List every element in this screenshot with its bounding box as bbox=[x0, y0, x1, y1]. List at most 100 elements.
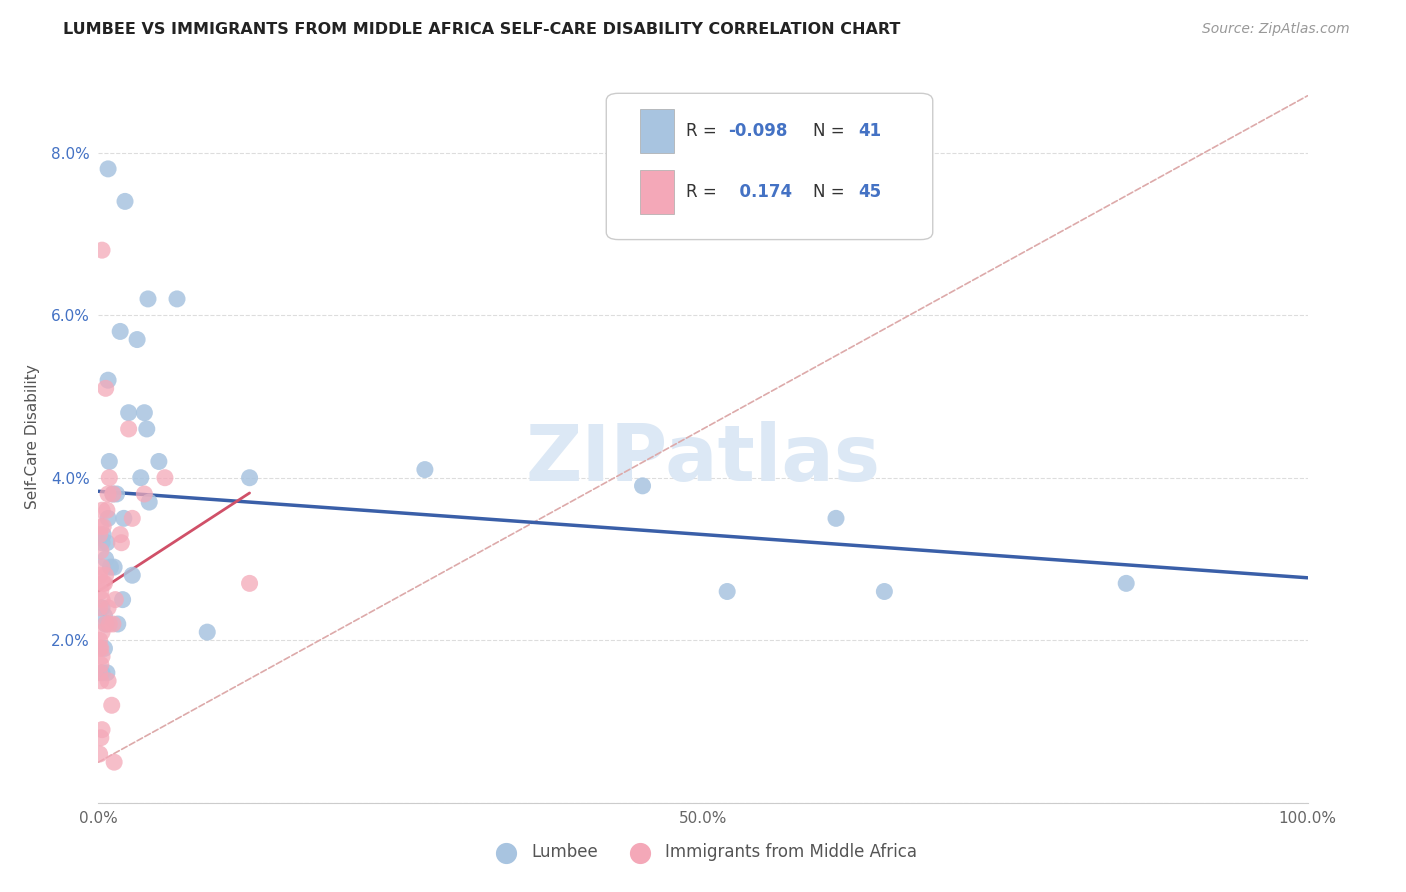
Point bbox=[121, 511, 143, 525]
Point bbox=[89, 665, 111, 680]
Text: -0.098: -0.098 bbox=[728, 122, 787, 140]
Point bbox=[91, 592, 114, 607]
Point bbox=[91, 527, 114, 541]
Point bbox=[90, 584, 112, 599]
Point bbox=[98, 454, 121, 468]
Point bbox=[90, 544, 112, 558]
Point bbox=[91, 649, 114, 664]
Point bbox=[135, 422, 157, 436]
Text: Source: ZipAtlas.com: Source: ZipAtlas.com bbox=[1202, 22, 1350, 37]
Point bbox=[103, 755, 125, 769]
Point bbox=[101, 487, 124, 501]
Point bbox=[97, 511, 120, 525]
Text: 0.174: 0.174 bbox=[728, 183, 793, 201]
Point bbox=[91, 625, 114, 640]
Point bbox=[118, 406, 141, 420]
Point bbox=[94, 381, 117, 395]
Point bbox=[873, 584, 896, 599]
Text: ZIPatlas: ZIPatlas bbox=[526, 421, 880, 497]
Point bbox=[91, 560, 114, 574]
Text: 45: 45 bbox=[858, 183, 882, 201]
Point bbox=[90, 641, 112, 656]
Point bbox=[97, 673, 120, 688]
Point bbox=[1115, 576, 1137, 591]
Point bbox=[90, 731, 112, 745]
Point bbox=[413, 462, 436, 476]
Point bbox=[89, 600, 111, 615]
Point bbox=[138, 495, 160, 509]
Point bbox=[94, 617, 117, 632]
Text: R =: R = bbox=[686, 122, 723, 140]
Point bbox=[91, 665, 114, 680]
Point bbox=[94, 617, 117, 632]
Point bbox=[111, 592, 134, 607]
Point bbox=[90, 657, 112, 672]
Point bbox=[96, 665, 118, 680]
Point bbox=[91, 243, 114, 257]
FancyBboxPatch shape bbox=[606, 94, 932, 240]
Point bbox=[134, 487, 156, 501]
Point bbox=[239, 576, 262, 591]
Point bbox=[89, 747, 111, 761]
Point bbox=[631, 479, 654, 493]
Point bbox=[89, 633, 111, 648]
Point bbox=[91, 535, 114, 549]
Legend: Lumbee, Immigrants from Middle Africa: Lumbee, Immigrants from Middle Africa bbox=[482, 837, 924, 868]
Point bbox=[101, 617, 124, 632]
Text: N =: N = bbox=[813, 183, 849, 201]
Point bbox=[107, 617, 129, 632]
Point bbox=[127, 333, 149, 347]
Point bbox=[93, 576, 115, 591]
Point bbox=[96, 503, 118, 517]
Point bbox=[134, 406, 156, 420]
Text: R =: R = bbox=[686, 183, 723, 201]
Point bbox=[98, 617, 121, 632]
Point bbox=[239, 471, 262, 485]
Text: LUMBEE VS IMMIGRANTS FROM MIDDLE AFRICA SELF-CARE DISABILITY CORRELATION CHART: LUMBEE VS IMMIGRANTS FROM MIDDLE AFRICA … bbox=[63, 22, 901, 37]
Point bbox=[136, 292, 159, 306]
Point bbox=[121, 568, 143, 582]
Point bbox=[153, 471, 176, 485]
Point bbox=[93, 608, 115, 623]
Point bbox=[91, 600, 114, 615]
Point bbox=[94, 568, 117, 582]
Point bbox=[91, 576, 114, 591]
Point bbox=[112, 511, 135, 525]
Point bbox=[90, 519, 112, 533]
Point bbox=[105, 487, 128, 501]
Point bbox=[108, 325, 131, 339]
FancyBboxPatch shape bbox=[640, 170, 673, 214]
Point bbox=[98, 471, 121, 485]
Point bbox=[825, 511, 848, 525]
Point bbox=[90, 673, 112, 688]
Point bbox=[91, 519, 114, 533]
Point bbox=[148, 454, 170, 468]
Point bbox=[114, 194, 136, 209]
Point bbox=[97, 373, 120, 387]
Point bbox=[89, 568, 111, 582]
Point bbox=[96, 535, 118, 549]
Point bbox=[91, 503, 114, 517]
Point bbox=[94, 552, 117, 566]
Point bbox=[104, 592, 127, 607]
Point bbox=[118, 422, 141, 436]
Y-axis label: Self-Care Disability: Self-Care Disability bbox=[25, 365, 41, 509]
Point bbox=[89, 641, 111, 656]
Point bbox=[110, 535, 132, 549]
Point bbox=[108, 527, 131, 541]
Point bbox=[97, 600, 120, 615]
Point bbox=[100, 560, 122, 574]
Point bbox=[91, 723, 114, 737]
Point bbox=[166, 292, 188, 306]
Point bbox=[93, 641, 115, 656]
Point bbox=[100, 698, 122, 713]
Point bbox=[716, 584, 738, 599]
Point bbox=[195, 625, 218, 640]
Point bbox=[89, 527, 111, 541]
Point bbox=[129, 471, 152, 485]
FancyBboxPatch shape bbox=[640, 110, 673, 153]
Point bbox=[97, 487, 120, 501]
Point bbox=[103, 560, 125, 574]
Point bbox=[97, 161, 120, 176]
Point bbox=[101, 487, 124, 501]
